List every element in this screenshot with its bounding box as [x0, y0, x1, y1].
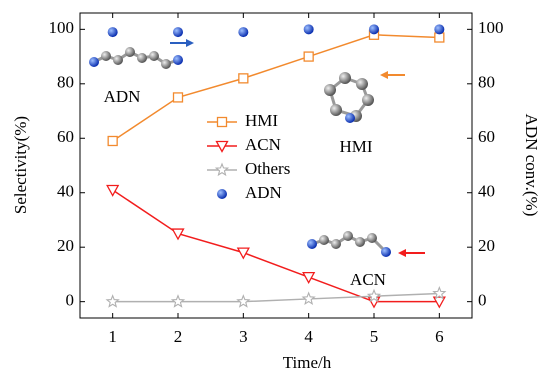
y-tick-label: 40: [57, 182, 74, 201]
marker-circle: [238, 27, 248, 37]
molecule-acn: [307, 231, 391, 257]
arrow-blue: [170, 39, 194, 47]
y2-tick-label: 60: [478, 127, 495, 146]
annotation: ADN: [104, 87, 141, 106]
y-tick-label: 80: [57, 73, 74, 92]
chart: Time/h Selectivity(%) ADN conv.(%) 1 2 3 4 5…: [0, 0, 544, 377]
y2-tick-label: 0: [478, 291, 487, 310]
arrow-red: [398, 249, 425, 257]
y2-tick-label: 80: [478, 73, 495, 92]
legend-label: HMI: [245, 111, 278, 130]
x-axis-label: Time/h: [283, 353, 332, 372]
marker-circle: [108, 27, 118, 37]
annotation: HMI: [339, 137, 372, 156]
marker-triangle: [238, 248, 249, 258]
y2-tick-label: 40: [478, 182, 495, 201]
x-tick-label: 6: [435, 327, 444, 346]
marker-circle: [217, 189, 227, 199]
marker-square: [108, 136, 117, 145]
legend-label: ADN: [245, 183, 282, 202]
marker-circle: [304, 24, 314, 34]
marker-square: [304, 52, 313, 61]
molecule-adn: [89, 47, 183, 69]
marker-circle: [434, 24, 444, 34]
marker-triangle: [303, 273, 314, 283]
marker-star: [107, 296, 118, 307]
legend-label: ACN: [245, 135, 281, 154]
y-tick-label: 0: [66, 291, 75, 310]
arrow-orange: [380, 71, 405, 79]
x-tick-label: 1: [108, 327, 117, 346]
marker-circle: [369, 24, 379, 34]
x-tick-label: 2: [174, 327, 183, 346]
molecule-hmi: [324, 72, 374, 123]
y2-tick-label: 100: [478, 18, 504, 37]
y-tick-label: 100: [49, 18, 75, 37]
series-line: [113, 190, 440, 302]
marker-star: [216, 164, 227, 175]
y2-tick-label: 20: [478, 236, 495, 255]
marker-square: [239, 74, 248, 83]
annotation: ACN: [350, 270, 386, 289]
legend: HMI ACN Others ADN: [207, 111, 290, 202]
y-tick-label: 60: [57, 127, 74, 146]
marker-square: [218, 118, 227, 127]
legend-label: Others: [245, 159, 290, 178]
y-tick-label: 20: [57, 236, 74, 255]
y-axis-label: Selectivity(%): [11, 116, 30, 214]
x-tick-label: 3: [239, 327, 248, 346]
series-line: [113, 293, 440, 301]
marker-star: [303, 293, 314, 304]
marker-square: [435, 33, 444, 42]
marker-triangle: [107, 186, 118, 196]
marker-square: [174, 93, 183, 102]
marker-star: [238, 296, 249, 307]
x-tick-label: 4: [304, 327, 313, 346]
marker-circle: [173, 27, 183, 37]
x-tick-label: 5: [370, 327, 379, 346]
y2-axis-label: ADN conv.(%): [522, 114, 541, 217]
marker-star: [172, 296, 183, 307]
